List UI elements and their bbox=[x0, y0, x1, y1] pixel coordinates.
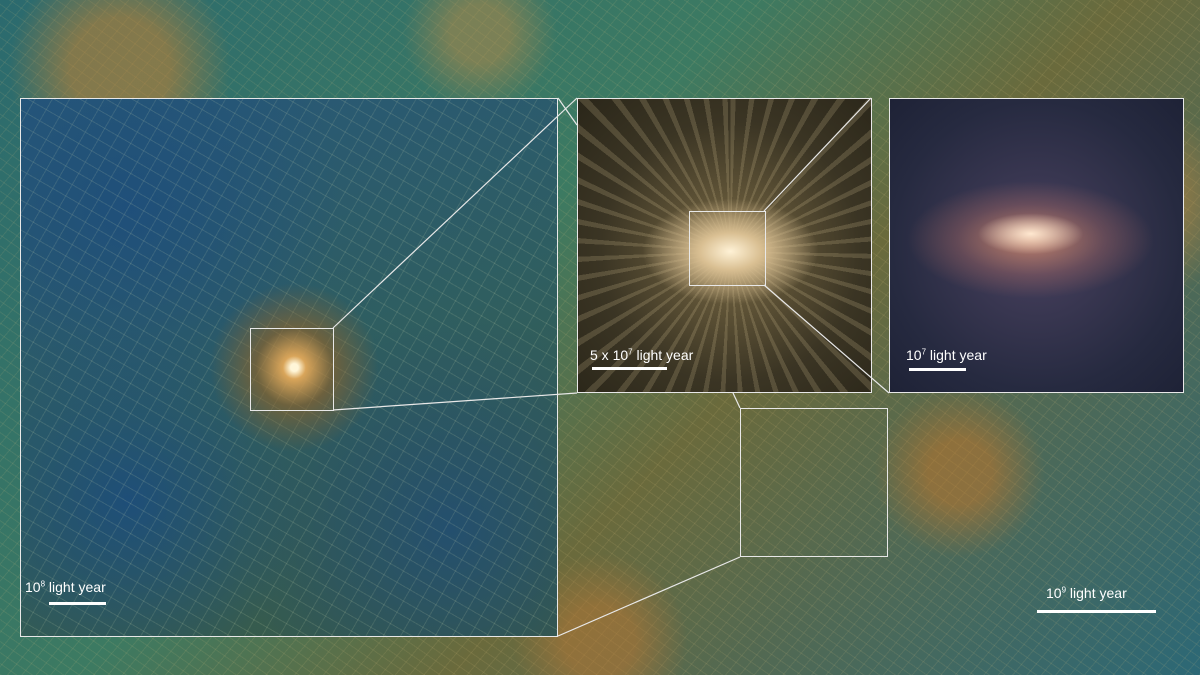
connector-line bbox=[732, 392, 741, 409]
scale-bar bbox=[909, 368, 966, 371]
scale-label-1e8: 108 light year bbox=[25, 579, 106, 595]
connector-line bbox=[557, 556, 741, 637]
scale-bar bbox=[592, 367, 667, 370]
zoom-region-box bbox=[250, 328, 334, 411]
connector-line bbox=[763, 284, 890, 394]
scale-bar bbox=[49, 602, 106, 605]
scale-bar-background bbox=[1037, 610, 1156, 613]
zoom-panel-mid: 5 x 107 light year bbox=[577, 98, 872, 393]
zoom-region-box bbox=[689, 211, 766, 286]
connector-line bbox=[332, 97, 578, 329]
connector-line bbox=[763, 97, 872, 212]
connector-line bbox=[332, 392, 578, 411]
zoom-panel-large: 108 light year bbox=[20, 98, 558, 637]
zoom-region-box-background bbox=[740, 408, 888, 557]
scale-label-1e9: 109 light year bbox=[1046, 585, 1127, 601]
scale-label-5e7: 5 x 107 light year bbox=[590, 347, 694, 363]
zoom-panel-small: 107 light year bbox=[889, 98, 1184, 393]
connector-line bbox=[557, 97, 578, 126]
scale-label-1e7: 107 light year bbox=[906, 347, 987, 363]
